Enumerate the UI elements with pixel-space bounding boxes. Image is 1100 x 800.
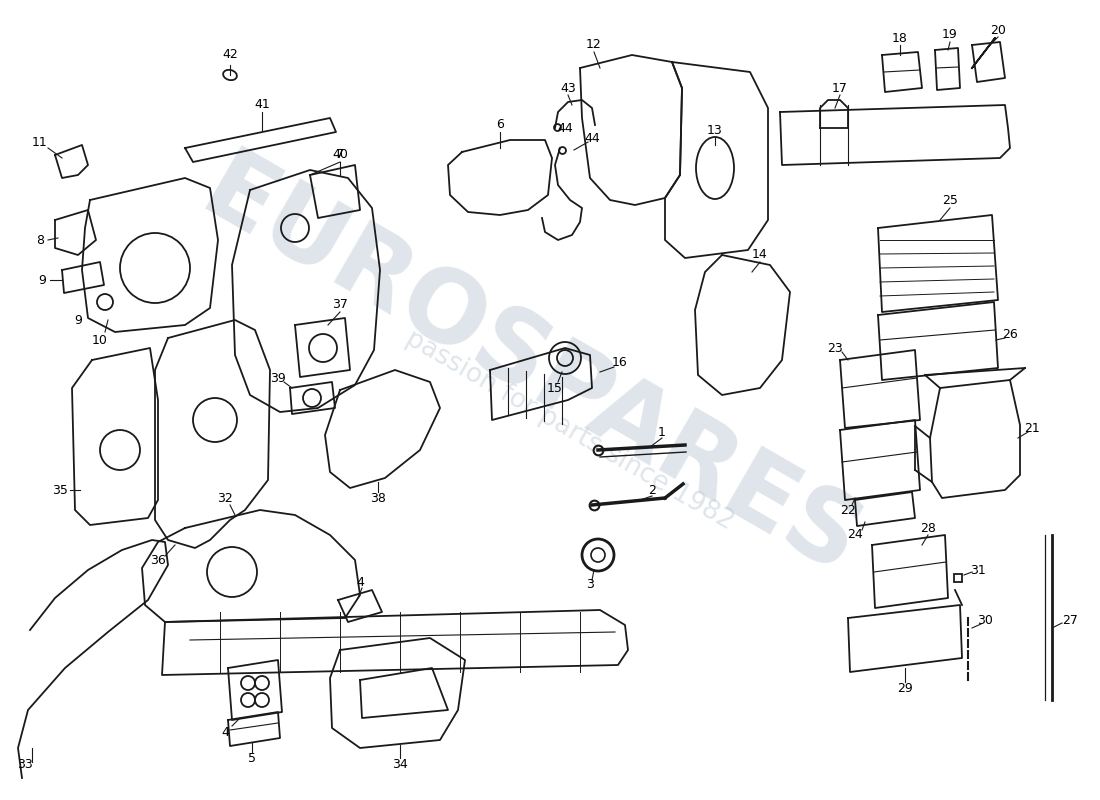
Text: 16: 16 xyxy=(612,357,628,370)
Text: 39: 39 xyxy=(271,371,286,385)
Text: 31: 31 xyxy=(970,563,986,577)
Text: 14: 14 xyxy=(752,249,768,262)
Text: 6: 6 xyxy=(496,118,504,131)
Text: 30: 30 xyxy=(977,614,993,626)
Text: passion for parts since 1982: passion for parts since 1982 xyxy=(402,325,738,535)
Text: 36: 36 xyxy=(150,554,166,566)
Text: 10: 10 xyxy=(92,334,108,346)
Text: 21: 21 xyxy=(1024,422,1040,434)
Text: 25: 25 xyxy=(942,194,958,206)
Text: 32: 32 xyxy=(217,491,233,505)
Text: 20: 20 xyxy=(990,23,1005,37)
Text: 9: 9 xyxy=(74,314,81,326)
Text: 37: 37 xyxy=(332,298,348,311)
Text: 27: 27 xyxy=(1063,614,1078,626)
Text: 3: 3 xyxy=(586,578,594,591)
Text: 7: 7 xyxy=(336,149,344,162)
Text: 29: 29 xyxy=(898,682,913,694)
Text: 17: 17 xyxy=(832,82,848,94)
Text: 15: 15 xyxy=(547,382,563,394)
Text: 4: 4 xyxy=(221,726,229,738)
Text: 44: 44 xyxy=(557,122,573,134)
Text: 4: 4 xyxy=(356,575,364,589)
Text: 38: 38 xyxy=(370,491,386,505)
Text: 5: 5 xyxy=(248,751,256,765)
Text: 44: 44 xyxy=(584,131,600,145)
Text: 41: 41 xyxy=(254,98,270,111)
Text: 18: 18 xyxy=(892,31,907,45)
Text: 23: 23 xyxy=(827,342,843,354)
Text: 24: 24 xyxy=(847,529,862,542)
Text: 26: 26 xyxy=(1002,329,1018,342)
Text: EUROSPARES: EUROSPARES xyxy=(185,142,876,598)
Text: 34: 34 xyxy=(392,758,408,771)
Text: 43: 43 xyxy=(560,82,576,94)
Text: 22: 22 xyxy=(840,503,856,517)
Text: 8: 8 xyxy=(36,234,44,246)
Text: 1: 1 xyxy=(658,426,666,438)
Text: 13: 13 xyxy=(707,123,723,137)
Text: 28: 28 xyxy=(920,522,936,534)
Text: 35: 35 xyxy=(52,483,68,497)
Text: 9: 9 xyxy=(39,274,46,286)
Text: 33: 33 xyxy=(18,758,33,771)
Text: 11: 11 xyxy=(32,137,48,150)
Text: 42: 42 xyxy=(222,49,238,62)
Text: 19: 19 xyxy=(942,29,958,42)
Text: 12: 12 xyxy=(586,38,602,51)
Text: 40: 40 xyxy=(332,149,348,162)
Text: 2: 2 xyxy=(648,483,656,497)
